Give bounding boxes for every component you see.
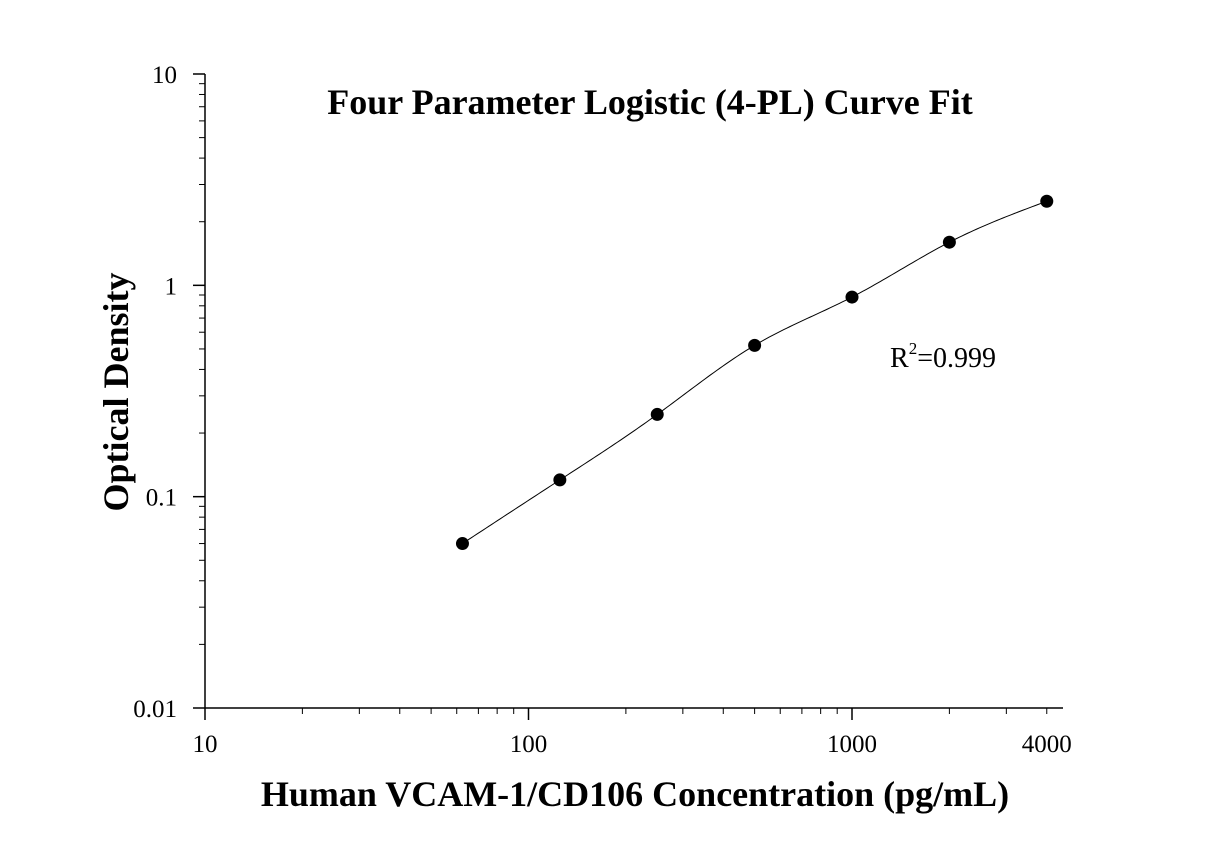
tick-labels: 0.01 0.1 1 10 10 100 1000 4000 xyxy=(133,62,1072,758)
x-axis-label: Human VCAM-1/CD106 Concentration (pg/mL) xyxy=(261,774,1009,814)
r-squared-annotation: R2=0.999 xyxy=(890,339,996,374)
data-point xyxy=(455,537,469,551)
x-tick-label: 4000 xyxy=(1022,731,1072,758)
ticks xyxy=(193,73,1048,720)
data-point xyxy=(1040,194,1054,208)
data-point xyxy=(942,235,956,249)
r-squared-base: R xyxy=(890,343,909,374)
y-tick-label: 0.01 xyxy=(133,696,177,723)
y-tick-label: 10 xyxy=(152,62,177,89)
data-point xyxy=(748,338,762,352)
chart-title: Four Parameter Logistic (4-PL) Curve Fit xyxy=(327,82,973,122)
y-tick-label: 0.1 xyxy=(146,485,177,512)
x-tick-label: 1000 xyxy=(827,731,877,758)
data-point xyxy=(553,473,567,487)
data-points xyxy=(455,194,1054,551)
data-point xyxy=(650,407,664,421)
y-axis-label: Optical Density xyxy=(96,273,136,512)
data-point xyxy=(845,290,859,304)
x-tick-label: 100 xyxy=(510,731,548,758)
axes xyxy=(204,74,1063,709)
x-tick-label: 10 xyxy=(193,731,218,758)
y-tick-label: 1 xyxy=(165,273,178,300)
r-squared-value: =0.999 xyxy=(917,343,996,374)
r-squared-superscript: 2 xyxy=(909,339,918,358)
